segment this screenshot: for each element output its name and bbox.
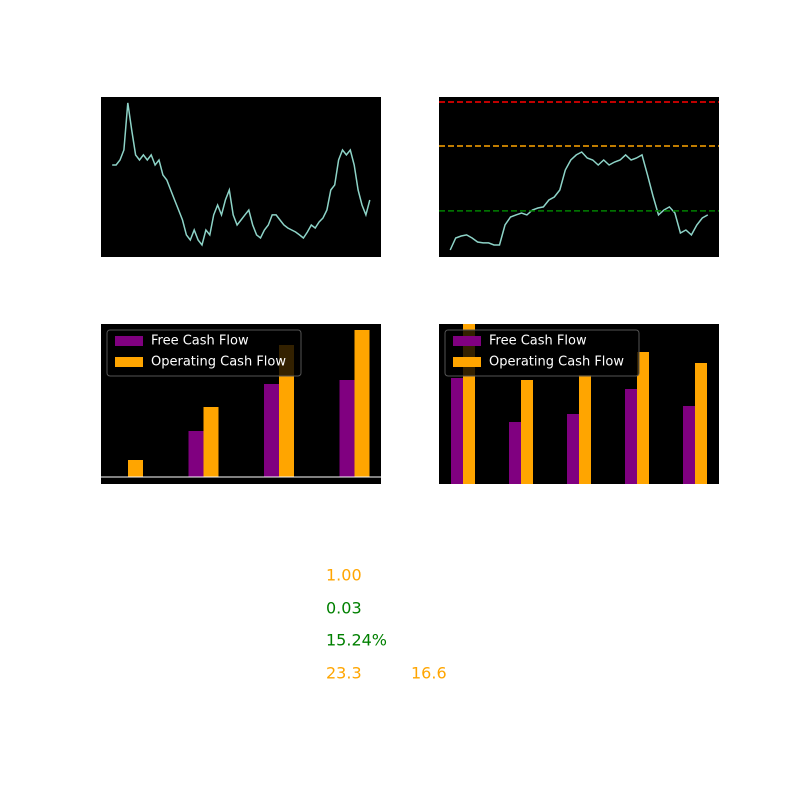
line-series — [449, 151, 709, 251]
plot-content — [112, 102, 371, 247]
metric-text: 23.3 — [326, 664, 362, 683]
legend-label: Free Cash Flow — [151, 334, 249, 349]
legend-box — [106, 329, 302, 377]
bar — [509, 422, 521, 484]
bar — [188, 431, 204, 477]
plot-content — [439, 101, 719, 251]
bar — [451, 378, 463, 484]
metric-text: 1.00 — [326, 566, 362, 585]
bar — [567, 414, 579, 484]
bar — [625, 389, 637, 484]
bar — [695, 363, 707, 484]
legend-label: Free Cash Flow — [489, 334, 587, 349]
bar — [128, 460, 143, 477]
legend-swatch — [115, 357, 143, 367]
subplot — [101, 97, 381, 257]
bar — [354, 330, 370, 477]
bar — [339, 380, 355, 477]
legend-label: Operating Cash Flow — [151, 355, 286, 370]
legend-label: Operating Cash Flow — [489, 355, 624, 370]
bar — [579, 375, 591, 484]
bar — [203, 407, 219, 477]
metric-text: 0.03 — [326, 599, 362, 618]
subplot: Free Cash Flow Operating Cash Flow — [101, 324, 381, 484]
bar — [264, 384, 279, 477]
metric-text: 15.24% — [326, 631, 387, 650]
legend: Free Cash Flow Operating Cash Flow — [106, 329, 302, 377]
bar — [279, 345, 294, 477]
legend: Free Cash Flow Operating Cash Flow — [444, 329, 640, 377]
legend-swatch — [453, 357, 481, 367]
bar — [683, 406, 695, 484]
line-series — [112, 102, 371, 247]
legend-box — [444, 329, 640, 377]
plot-content — [101, 330, 381, 478]
metric-text: 16.6 — [411, 664, 447, 683]
plot-area — [439, 97, 719, 257]
legend-swatch — [453, 336, 481, 346]
legend-swatch — [115, 336, 143, 346]
subplot — [439, 97, 719, 257]
plot-content — [451, 324, 707, 484]
subplot: Free Cash Flow Operating Cash Flow — [439, 324, 719, 484]
bar — [637, 352, 649, 484]
plot-area — [101, 97, 381, 257]
bar — [521, 380, 533, 484]
